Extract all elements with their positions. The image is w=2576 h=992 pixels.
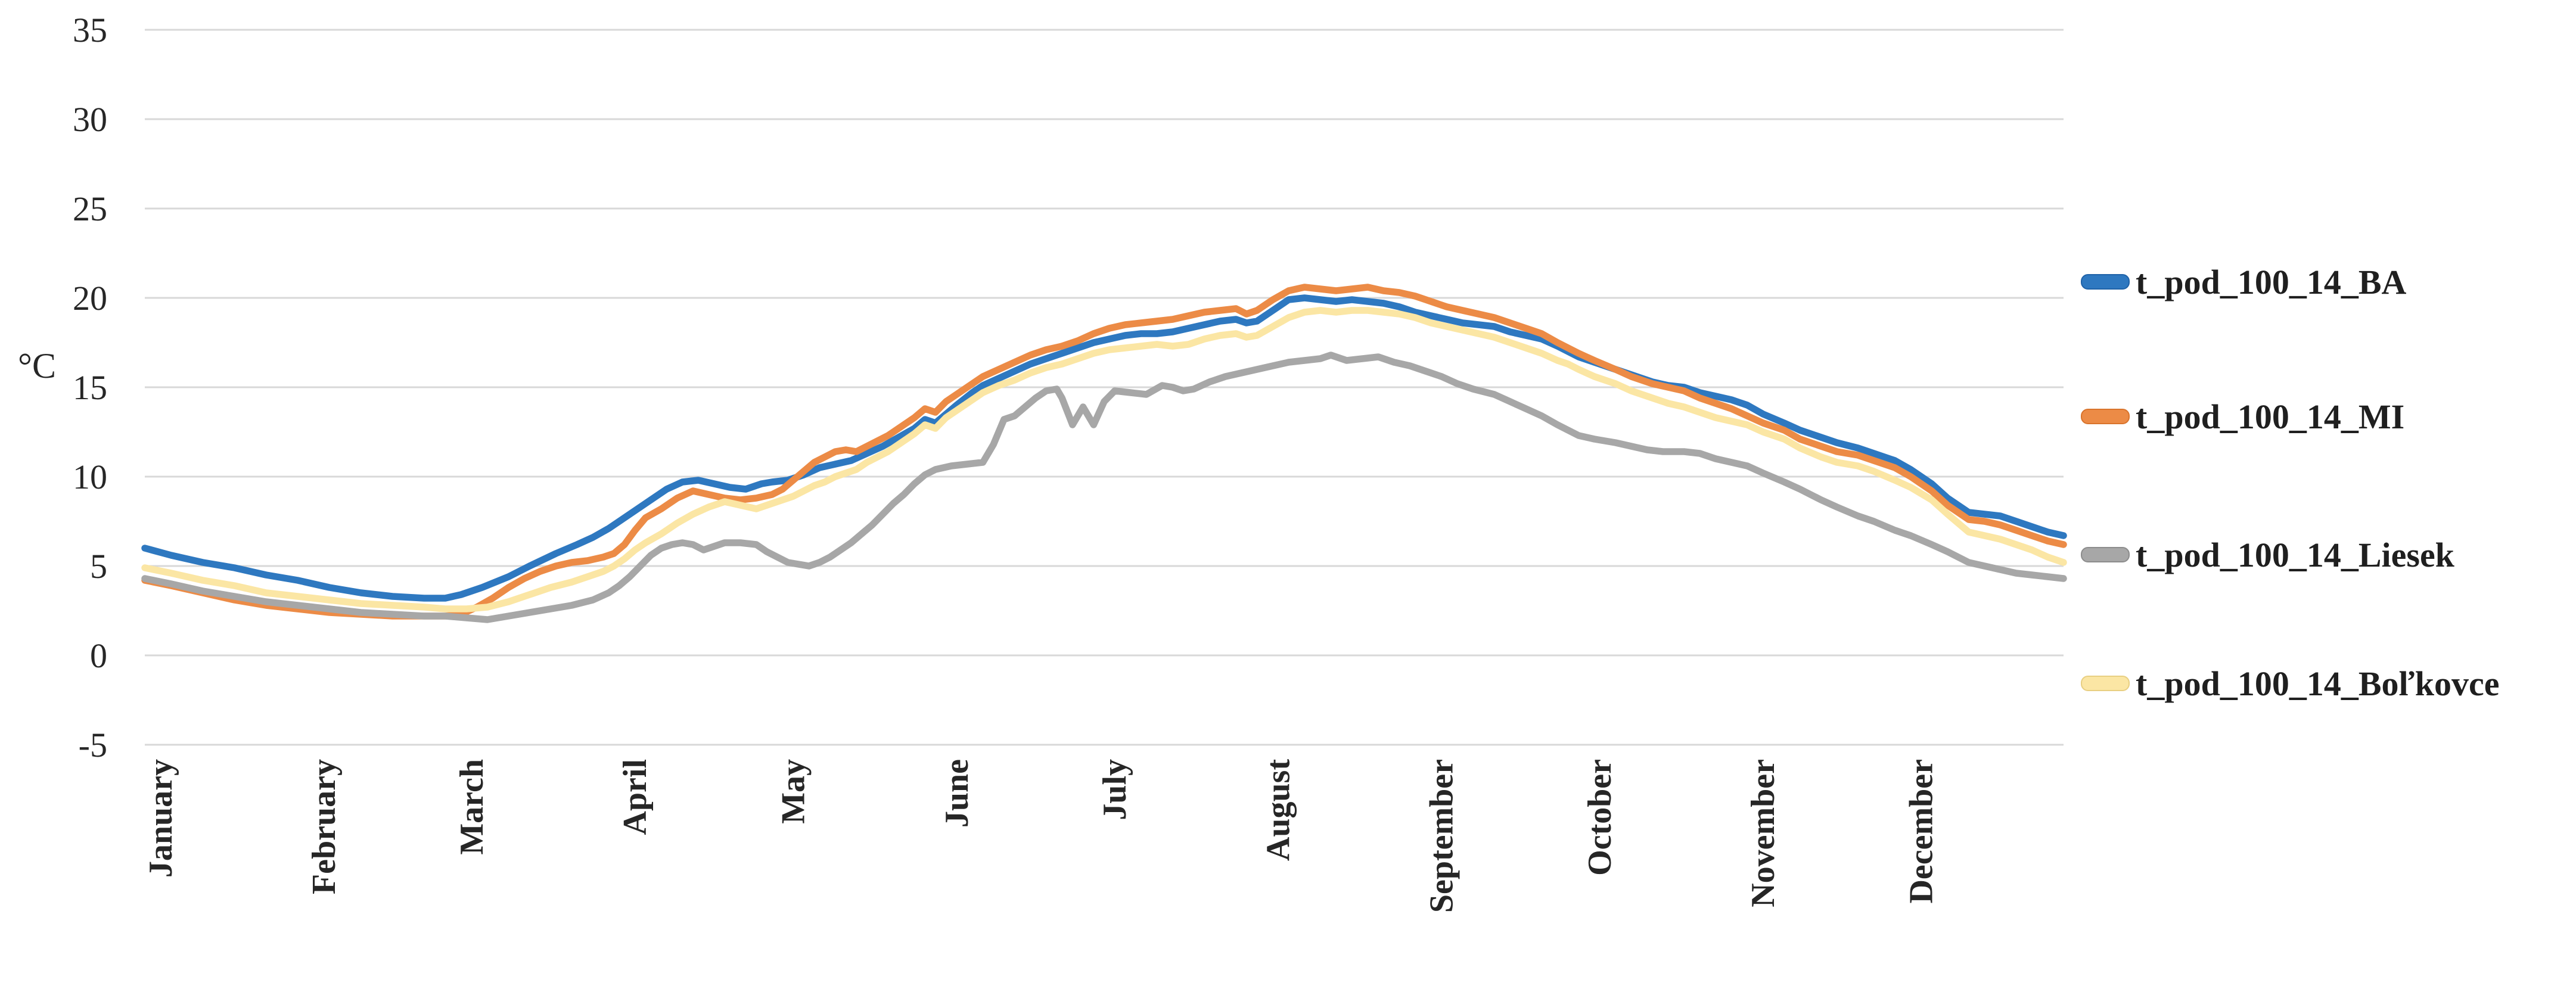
legend-swatch-liesek xyxy=(2081,547,2130,562)
series-line-t_pod_100_14_BA xyxy=(141,294,2067,602)
x-tick-label-may: May xyxy=(775,759,812,824)
x-tick-label-september: September xyxy=(1424,759,1461,913)
legend-swatch-bolkovce xyxy=(2081,676,2130,691)
x-tick-label-november: November xyxy=(1745,759,1782,907)
x-tick-label-october: October xyxy=(1581,759,1618,876)
x-tick-label-july: July xyxy=(1096,759,1133,820)
series-line-t_pod_100_14_Liesek xyxy=(141,352,2067,623)
legend-label-liesek: t_pod_100_14_Liesek xyxy=(2136,535,2454,574)
legend-item-bolkovce: t_pod_100_14_Boľkovce xyxy=(2081,664,2500,703)
y-tick-label: 5 xyxy=(90,547,107,586)
legend-item-mi: t_pod_100_14_MI xyxy=(2081,397,2404,436)
y-tick-label: 30 xyxy=(73,100,107,139)
legend-label-mi: t_pod_100_14_MI xyxy=(2136,397,2405,436)
y-tick-label: 15 xyxy=(73,368,107,407)
legend-swatch-ba xyxy=(2081,274,2130,290)
legend-item-liesek: t_pod_100_14_Liesek xyxy=(2081,536,2454,574)
y-tick-label: -5 xyxy=(79,726,107,764)
legend: t_pod_100_14_BA t_pod_100_14_MI t_pod_10… xyxy=(2081,0,2569,992)
legend-label-bolkovce: t_pod_100_14_Boľkovce xyxy=(2136,664,2500,703)
y-tick-label: 35 xyxy=(73,11,107,49)
x-tick-label-january: January xyxy=(142,759,179,878)
y-axis-unit-label: °C xyxy=(18,346,56,385)
x-tick-label-december: December xyxy=(1903,759,1940,904)
series-line-t_pod_100_14_Boľkovce xyxy=(141,307,2067,612)
y-tick-label: 25 xyxy=(73,189,107,228)
legend-swatch-mi xyxy=(2081,409,2130,424)
x-tick-label-february: February xyxy=(306,759,343,894)
y-tick-label: 20 xyxy=(73,279,107,318)
legend-label-ba: t_pod_100_14_BA xyxy=(2136,262,2407,301)
x-tick-label-august: August xyxy=(1260,759,1297,862)
x-tick-label-march: March xyxy=(453,759,490,855)
series-line-t_pod_100_14_MI xyxy=(141,284,2067,620)
x-tick-label-april: April xyxy=(617,759,654,835)
y-tick-label: 10 xyxy=(73,458,107,496)
x-tick-label-june: June xyxy=(939,759,975,828)
y-tick-label: 0 xyxy=(90,636,107,675)
legend-item-ba: t_pod_100_14_BA xyxy=(2081,263,2406,301)
